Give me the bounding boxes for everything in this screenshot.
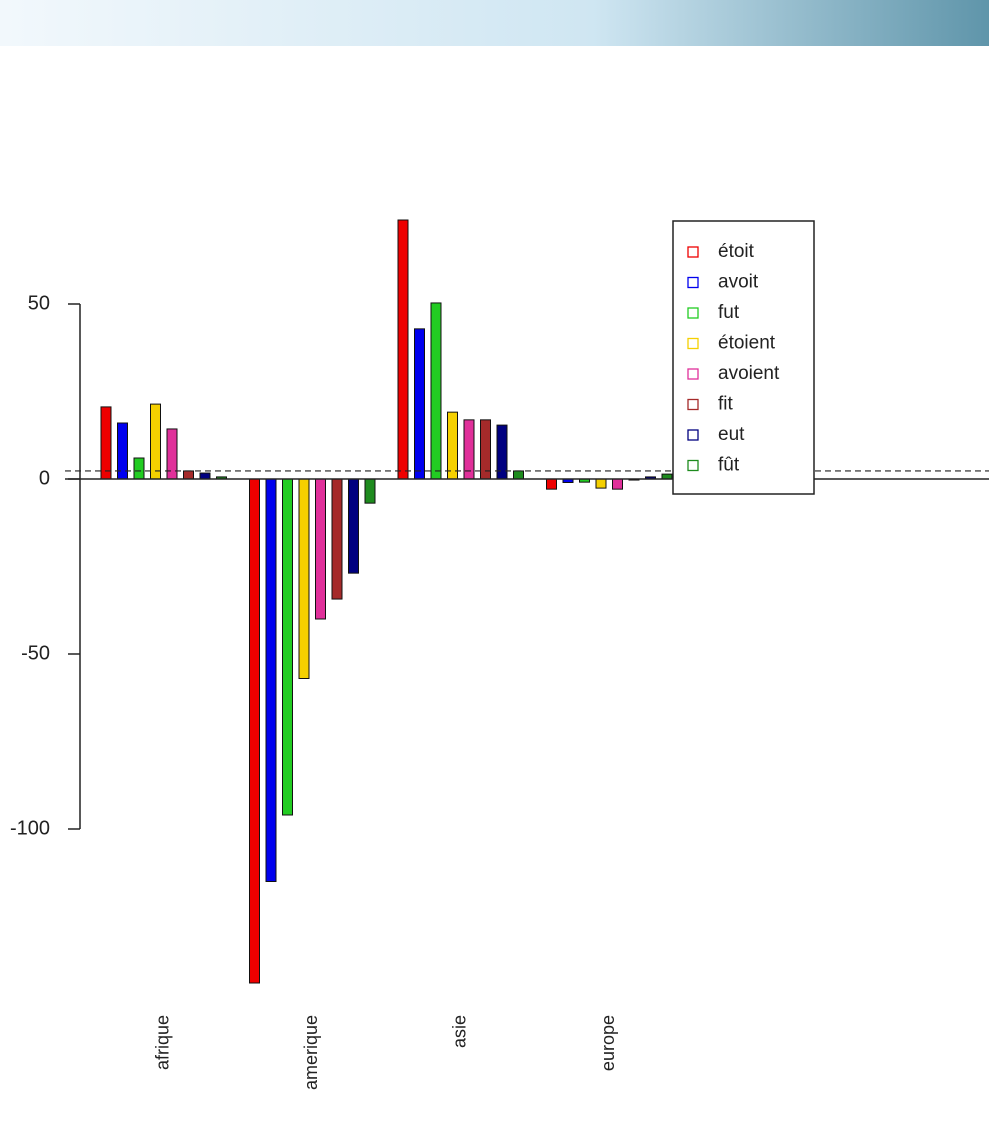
bar [133,457,145,480]
bar [397,219,409,480]
bar [298,478,310,679]
x-tick-label: asie [450,1015,470,1048]
header-band [0,0,989,46]
legend-label: eut [718,424,745,445]
bar [612,478,623,490]
bar [100,406,112,480]
bar [150,403,161,480]
bar [282,478,293,816]
legend-label: avoit [718,272,759,293]
bar [183,470,194,480]
bar [249,478,260,984]
bar [364,478,376,504]
legend-swatch [687,307,699,319]
bar [480,419,491,480]
x-tick-label: afrique [153,1015,173,1070]
legend-swatch [687,429,699,441]
legend-swatch [687,398,699,411]
legend-swatch [687,368,699,380]
legend-swatch [687,276,699,289]
x-tick-label: amerique [301,1015,321,1090]
bar [265,478,277,882]
bar [331,478,343,600]
bar [414,328,425,480]
legend-box [672,220,815,495]
bar [348,478,359,574]
bar [199,472,211,480]
legend-label: étoient [718,333,776,354]
y-tick-label: 0 [39,467,50,489]
y-tick-label: -50 [21,642,50,664]
bar [430,302,442,480]
bar [595,478,607,489]
legend-label: fût [718,455,740,476]
legend-label: avoient [718,363,780,384]
bar [513,470,524,480]
y-tick-label: -100 [10,817,50,839]
legend-label: étoit [718,241,755,262]
y-tick-label: 50 [28,292,50,314]
bar [447,411,458,480]
bar [315,478,326,620]
legend-swatch [687,337,699,350]
legend-swatch [687,459,699,472]
bar [546,478,557,490]
legend-label: fit [718,394,734,415]
x-tick-label: europe [598,1015,618,1071]
bar [463,419,475,480]
legend-swatch [687,246,699,258]
legend-label: fut [718,302,740,323]
